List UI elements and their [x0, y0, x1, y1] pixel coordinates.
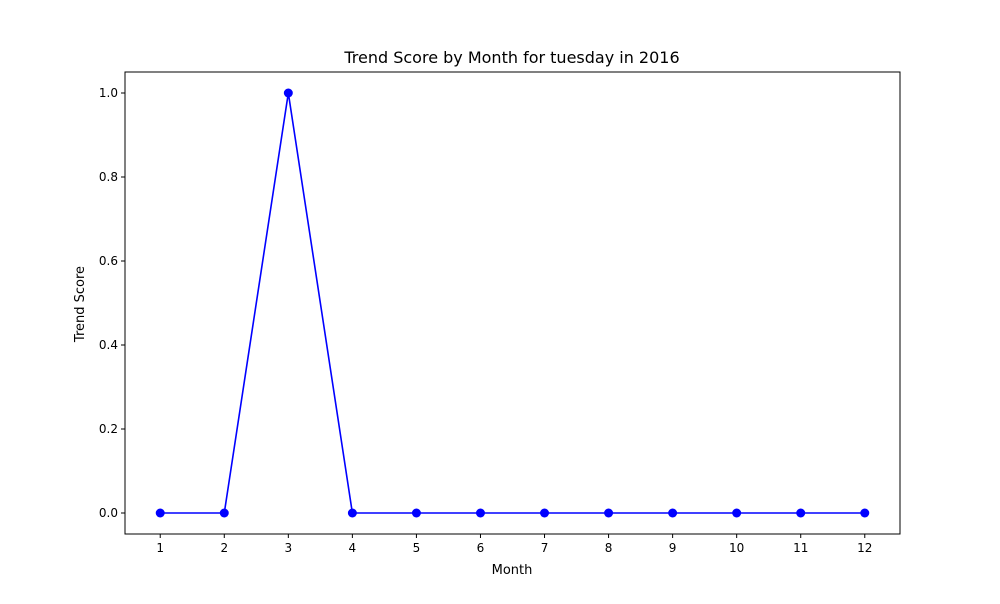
x-axis-label: Month [492, 563, 533, 578]
y-tick-label: 0.0 [99, 506, 118, 520]
plot-area: 1 2 3 4 5 6 7 8 9 10 11 120.00.20.40.60.81.0 [99, 71, 901, 555]
y-tick-label: 0.4 [99, 338, 118, 352]
x-tick-label: 9 [669, 541, 677, 555]
data-point [604, 508, 614, 518]
x-tick-label: 10 [729, 541, 744, 555]
data-point [540, 508, 550, 518]
x-tick-label: 3 [285, 541, 293, 555]
x-tick-label: 1 [156, 541, 164, 555]
chart-title: Trend Score by Month for tuesday in 2016 [343, 48, 679, 67]
x-tick-label: 11 [793, 541, 808, 555]
y-axis-label: Trend Score [73, 266, 88, 343]
data-point [155, 508, 165, 518]
data-point [347, 508, 357, 518]
x-tick-label: 4 [349, 541, 357, 555]
y-tick-label: 0.2 [99, 422, 118, 436]
plot-frame [124, 71, 901, 535]
data-point [283, 88, 293, 98]
x-tick-label: 6 [477, 541, 485, 555]
x-tick-label: 7 [541, 541, 549, 555]
series-line [160, 92, 865, 514]
data-point [475, 508, 485, 518]
x-tick-label: 5 [413, 541, 421, 555]
data-point [668, 508, 678, 518]
data-point [411, 508, 421, 518]
data-point [219, 508, 229, 518]
y-tick-label: 0.8 [99, 170, 118, 184]
y-tick-label: 1.0 [99, 86, 118, 100]
x-tick-label: 12 [857, 541, 872, 555]
x-tick-label: 8 [605, 541, 613, 555]
data-point [796, 508, 806, 518]
data-point [732, 508, 742, 518]
y-tick-label: 0.6 [99, 254, 118, 268]
x-tick-label: 2 [220, 541, 228, 555]
data-point [860, 508, 870, 518]
